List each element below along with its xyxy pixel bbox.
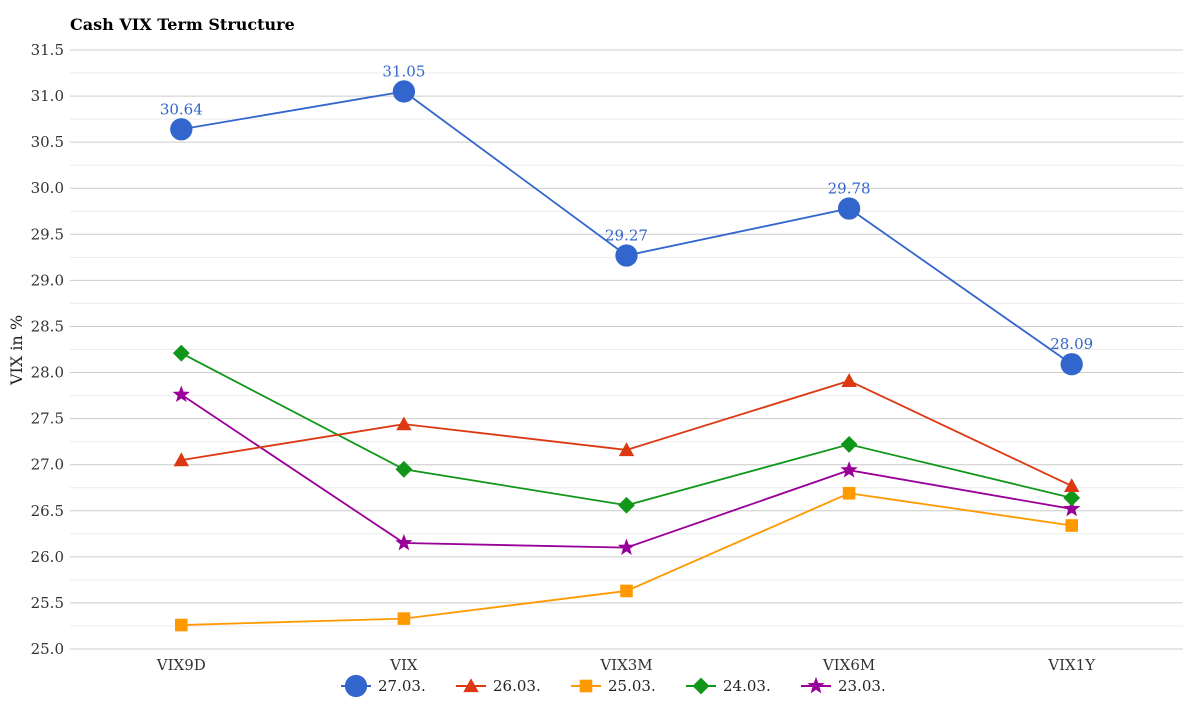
marker-circle [615, 244, 638, 267]
series-2303 [172, 385, 1081, 555]
marker-square [579, 679, 593, 693]
x-tick-label: VIX9D [156, 656, 206, 674]
x-tick-label: VIX1Y [1047, 656, 1096, 674]
marker-square [175, 618, 188, 632]
y-tick-label: 26.5 [31, 502, 64, 520]
marker-diamond [172, 344, 190, 362]
y-tick-label: 30.5 [31, 133, 64, 151]
series-line [181, 379, 1073, 487]
legend-label: 23.03. [838, 677, 886, 695]
series-2603 [173, 373, 1080, 493]
marker-diamond [395, 460, 413, 478]
marker-triangle [396, 416, 412, 431]
series-layer: 30.64 31.05 29.27 29.78 28.09 [160, 62, 1093, 632]
legend-label: 25.03. [608, 677, 656, 695]
legend-label: 27.03. [378, 677, 426, 695]
x-tick-label: VIX6M [822, 656, 875, 674]
x-axis-ticks: VIX9D VIX VIX3M VIX6M VIX1Y [156, 656, 1096, 674]
y-tick-label: 26.0 [31, 548, 64, 566]
y-axis-title: VIX in % [7, 315, 26, 386]
series-2703: 30.64 31.05 29.27 29.78 28.09 [160, 62, 1093, 376]
data-label: 28.09 [1050, 335, 1093, 353]
grid-lines [70, 49, 1183, 650]
y-tick-label: 31.5 [31, 41, 64, 59]
legend: 27.03. 26.03. 25.03. 24.03. 23.03. [341, 674, 886, 698]
y-tick-label: 25.0 [31, 640, 64, 658]
y-tick-label: 31.0 [31, 87, 64, 105]
data-label: 30.64 [160, 100, 203, 118]
data-label: 29.27 [605, 227, 648, 245]
marker-diamond [1063, 489, 1081, 507]
legend-item: 23.03. [801, 676, 886, 695]
marker-diamond [840, 436, 858, 453]
marker-star [840, 461, 858, 478]
marker-triangle [1064, 478, 1080, 493]
series-2403 [172, 344, 1081, 514]
legend-item: 24.03. [686, 677, 771, 695]
x-tick-label: VIX [389, 656, 418, 674]
chart-title: Cash VIX Term Structure [70, 15, 295, 34]
marker-diamond [618, 496, 635, 514]
marker-star [395, 533, 413, 551]
marker-circle [837, 197, 861, 220]
y-tick-label: 29.0 [31, 271, 64, 289]
marker-triangle [618, 442, 635, 457]
marker-triangle [173, 452, 189, 467]
series-2503 [175, 486, 1078, 632]
legend-item: 26.03. [456, 677, 541, 695]
marker-square [620, 584, 633, 598]
marker-diamond [692, 677, 710, 695]
marker-square [397, 612, 411, 625]
marker-square [1065, 519, 1078, 532]
y-axis-ticks: 25.0 25.5 26.0 26.5 27.0 27.5 28.0 28.5 29.0 29.5… [31, 41, 64, 658]
marker-star [617, 538, 636, 555]
series-line [180, 393, 1072, 549]
series-line [180, 352, 1072, 507]
legend-item: 27.03. [341, 674, 426, 698]
x-tick-label: VIX3M [599, 656, 652, 674]
data-label: 31.05 [382, 62, 425, 80]
marker-star [172, 385, 190, 403]
marker-star [807, 676, 825, 694]
y-tick-label: 29.5 [31, 225, 64, 243]
y-tick-label: 27.0 [31, 456, 64, 474]
y-tick-label: 27.5 [31, 410, 64, 428]
y-tick-label: 25.5 [31, 594, 64, 612]
y-tick-label: 30.0 [31, 179, 64, 197]
data-label: 29.78 [828, 180, 871, 198]
legend-item: 25.03. [571, 677, 656, 695]
marker-triangle [463, 678, 479, 693]
y-tick-label: 28.0 [31, 364, 64, 382]
marker-circle [344, 674, 368, 698]
marker-circle [1060, 353, 1083, 376]
marker-square [842, 486, 856, 500]
legend-label: 26.03. [493, 677, 541, 695]
marker-triangle [841, 373, 857, 387]
marker-star [1063, 499, 1081, 517]
marker-circle [170, 118, 193, 141]
marker-circle [392, 80, 416, 103]
y-tick-label: 28.5 [31, 317, 64, 335]
legend-label: 24.03. [723, 677, 771, 695]
